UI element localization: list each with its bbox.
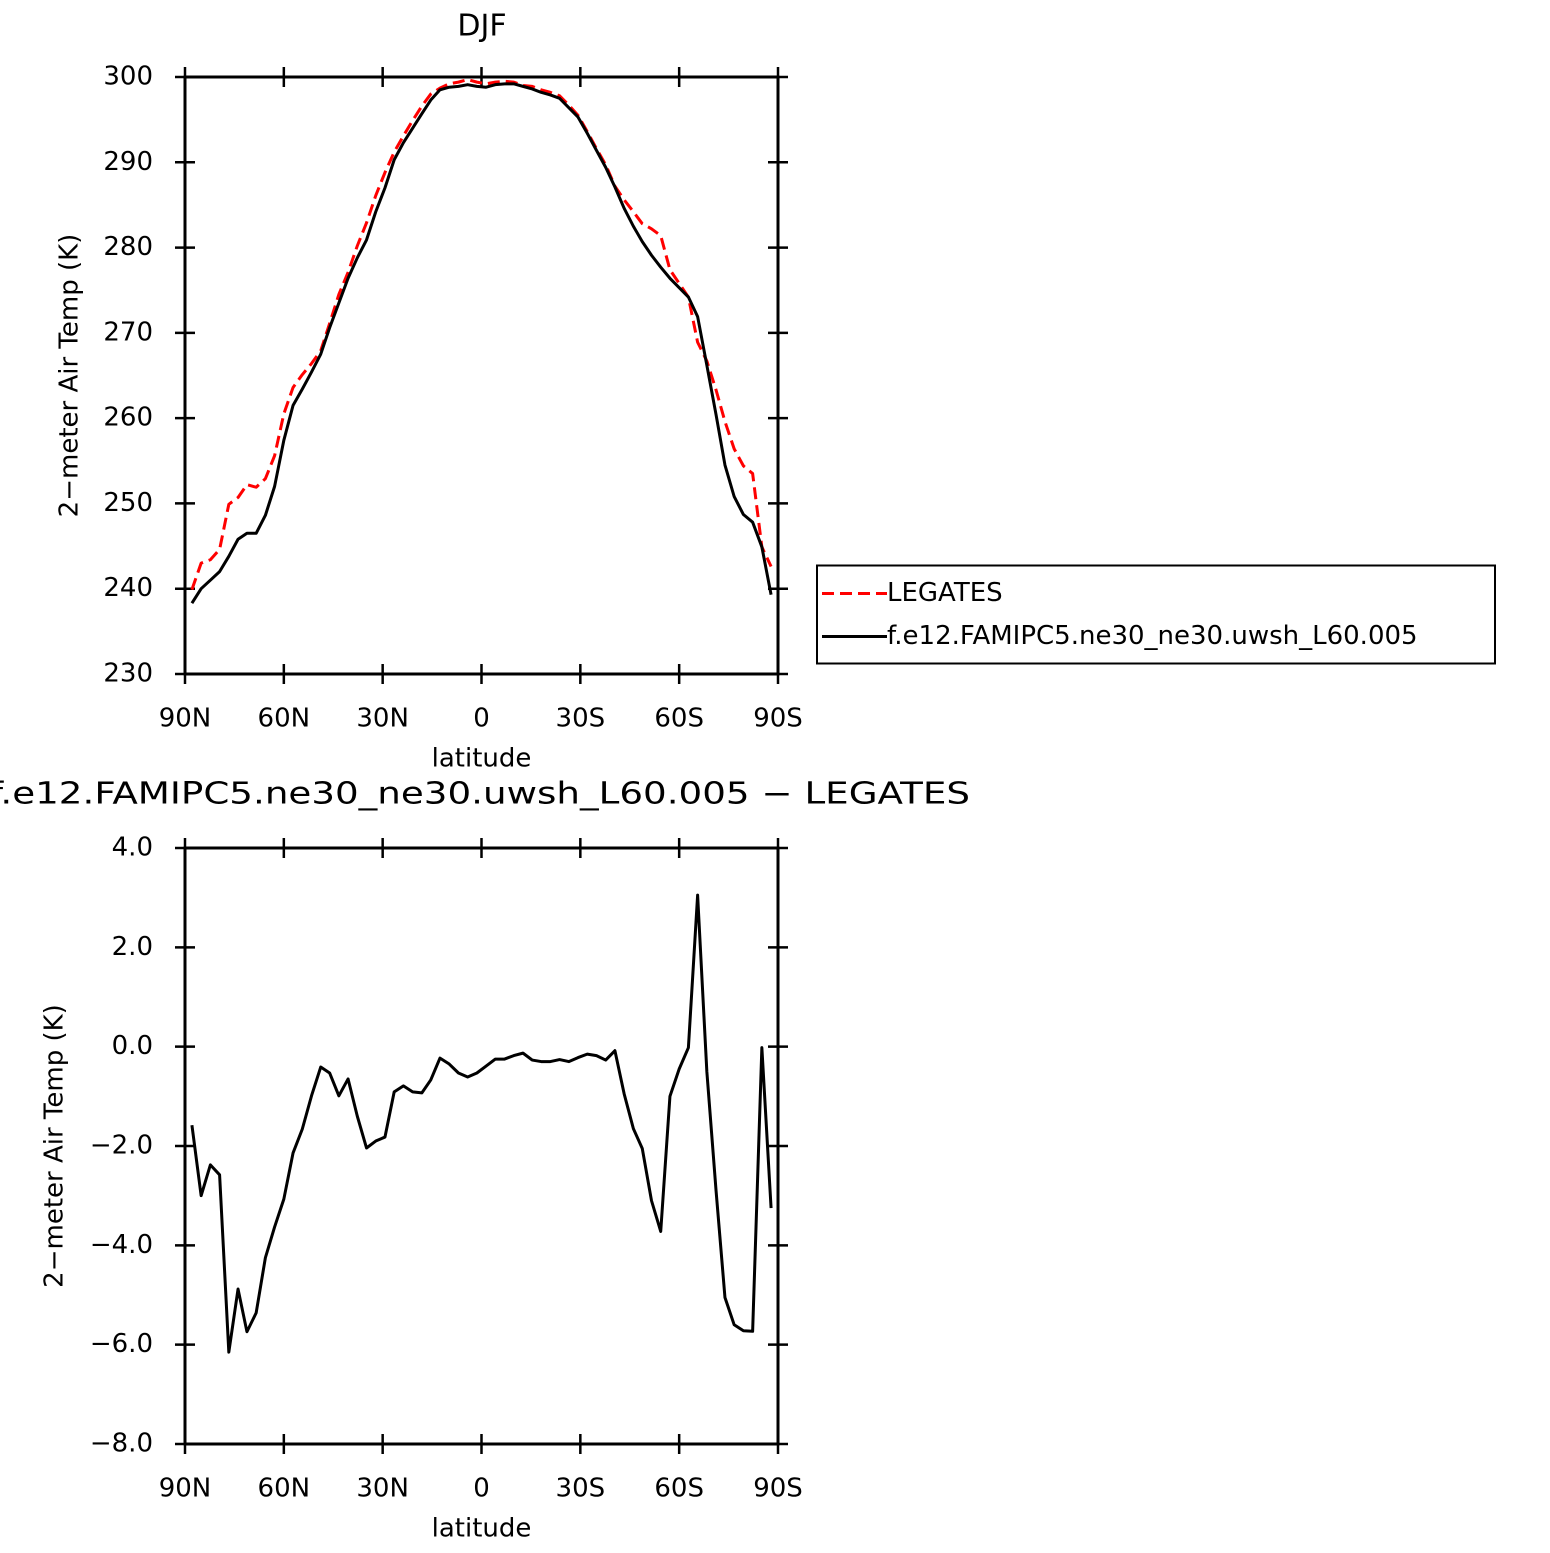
y-tick-label: 260 [103,403,153,433]
chart-title: DJF [457,9,506,44]
x-tick-label: 0 [473,704,490,734]
x-tick-label: 30S [556,704,606,734]
y-tick-label: 290 [103,147,153,177]
y-tick-label: 4.0 [112,833,153,863]
y-tick-label: 300 [103,62,153,92]
y-tick-label: −6.0 [90,1329,153,1359]
y-tick-label: 240 [103,573,153,603]
y-tick-label: 270 [103,317,153,347]
plot-frame [183,75,780,676]
x-tick-label: 0 [473,1474,490,1504]
y-tick-label: 0.0 [112,1031,153,1061]
legend-box [816,564,1496,665]
data-line [190,82,773,605]
plot-frame [183,846,780,1446]
y-axis-label: 2−meter Air Temp (K) [55,234,85,518]
y-tick-label: −4.0 [90,1230,153,1260]
y-tick-label: 230 [103,659,153,689]
x-tick-label: 60S [654,1474,704,1504]
chart-title: f.e12.FAMIPC5.ne30_ne30.uwsh_L60.005 − L… [0,777,970,812]
x-tick-label: 90S [753,704,803,734]
y-axis-label: 2−meter Air Temp (K) [40,1004,70,1288]
x-tick-label: 60N [258,1474,311,1504]
x-tick-label: 30N [356,1474,409,1504]
y-tick-label: −8.0 [90,1429,153,1459]
x-tick-label: 60S [654,704,704,734]
y-tick-label: 250 [103,488,153,518]
x-tick-label: 90S [753,1474,803,1504]
x-tick-label: 60N [258,704,311,734]
x-tick-label: 30S [556,1474,606,1504]
y-tick-label: 280 [103,232,153,262]
x-tick-label: 30N [356,704,409,734]
legend-label: LEGATES [887,578,1003,608]
y-tick-label: −2.0 [90,1131,153,1161]
x-tick-label: 90N [159,704,212,734]
legend-label: f.e12.FAMIPC5.ne30_ne30.uwsh_L60.005 [887,621,1418,651]
data-line [190,78,773,591]
data-line [190,893,773,1354]
x-tick-label: 90N [159,1474,212,1504]
x-axis-label: latitude [432,1514,532,1544]
x-axis-label: latitude [432,744,532,774]
y-tick-label: 2.0 [112,932,153,962]
